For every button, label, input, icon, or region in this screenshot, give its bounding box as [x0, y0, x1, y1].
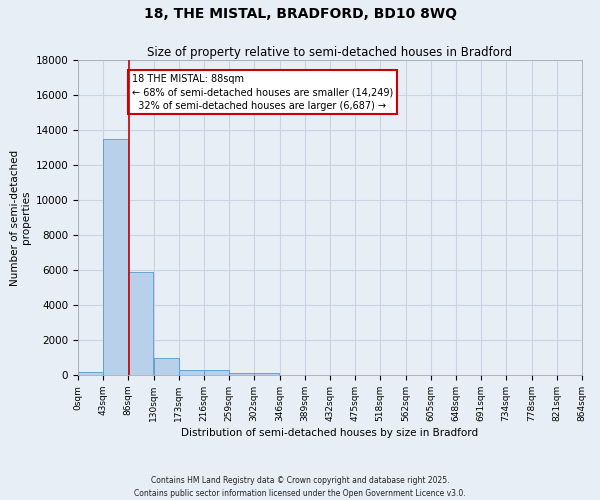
Title: Size of property relative to semi-detached houses in Bradford: Size of property relative to semi-detach… — [148, 46, 512, 59]
Text: 18 THE MISTAL: 88sqm
← 68% of semi-detached houses are smaller (14,249)
  32% of: 18 THE MISTAL: 88sqm ← 68% of semi-detac… — [132, 74, 394, 110]
Bar — [78, 372, 103, 375]
Y-axis label: Number of semi-detached
properties: Number of semi-detached properties — [10, 150, 31, 286]
Bar — [154, 358, 179, 375]
Bar — [179, 370, 204, 375]
Text: 18, THE MISTAL, BRADFORD, BD10 8WQ: 18, THE MISTAL, BRADFORD, BD10 8WQ — [143, 8, 457, 22]
Bar — [229, 373, 254, 375]
Bar — [103, 138, 128, 375]
X-axis label: Distribution of semi-detached houses by size in Bradford: Distribution of semi-detached houses by … — [181, 428, 479, 438]
Bar — [254, 373, 279, 375]
Text: Contains HM Land Registry data © Crown copyright and database right 2025.
Contai: Contains HM Land Registry data © Crown c… — [134, 476, 466, 498]
Bar — [128, 272, 153, 375]
Bar — [204, 370, 229, 375]
